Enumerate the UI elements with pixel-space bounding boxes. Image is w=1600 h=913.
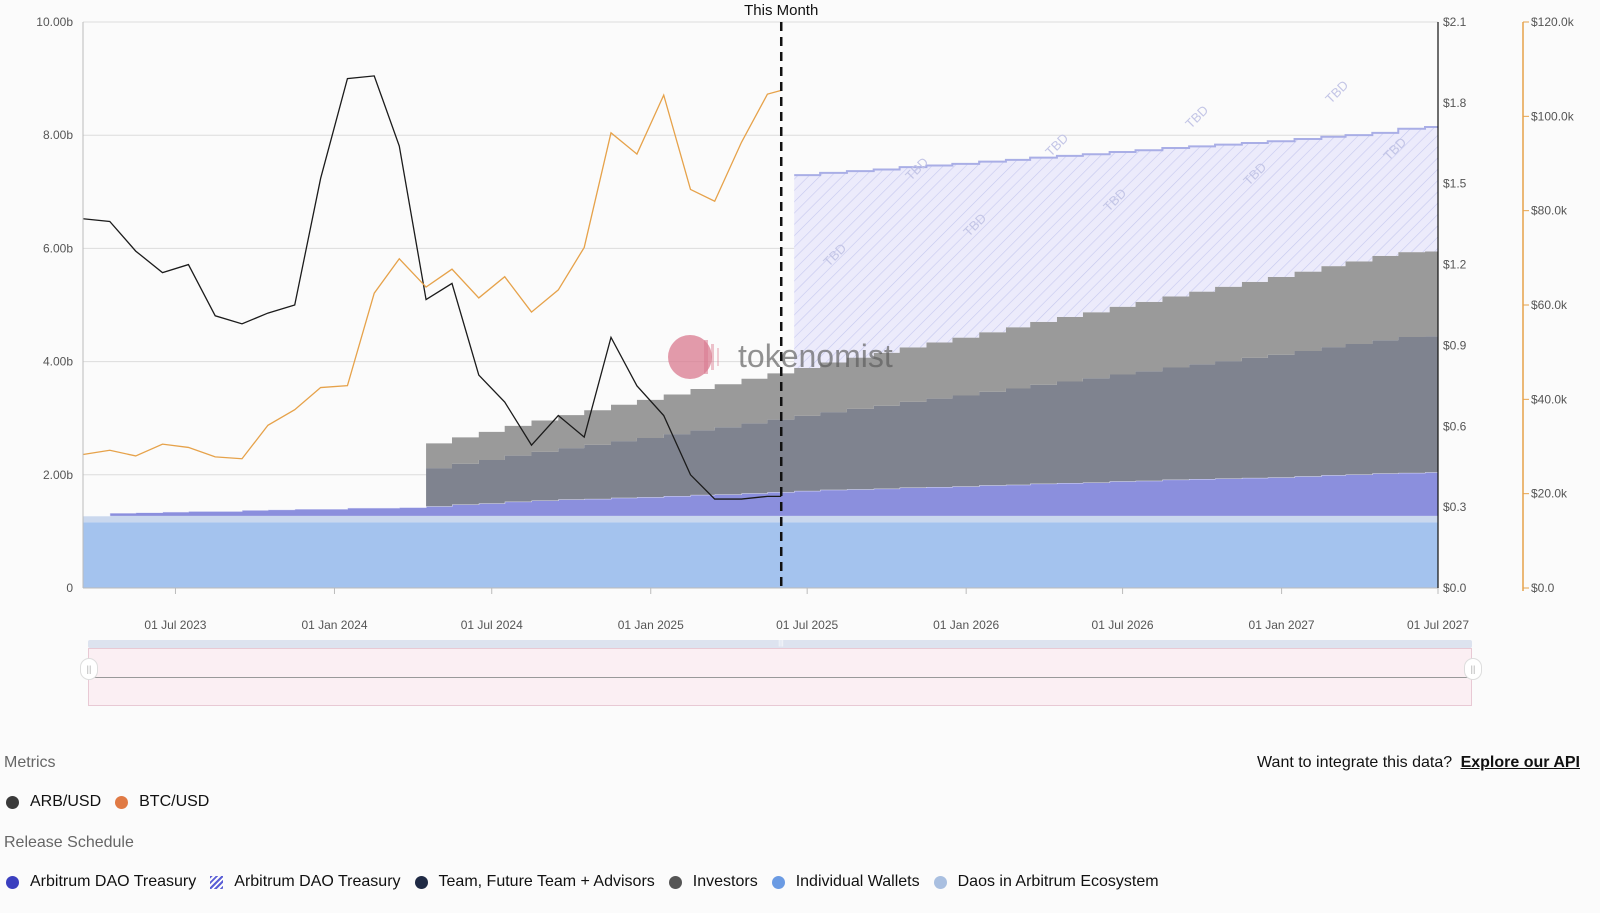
x-tick-label: 01 Jan 2025 bbox=[618, 618, 684, 632]
legend-item-daos-ecosystem[interactable]: Daos in Arbitrum Ecosystem bbox=[933, 873, 1159, 891]
y-left-tick-label: 0 bbox=[66, 581, 73, 595]
watermark-text: tokenomist bbox=[738, 338, 893, 374]
y-left-tick-label: 10.00b bbox=[36, 15, 73, 29]
y-left-tick-label: 4.00b bbox=[43, 355, 73, 369]
tbd-label: TBD bbox=[1182, 102, 1211, 131]
legend-item-team[interactable]: Team, Future Team + Advisors bbox=[414, 873, 655, 891]
area-dao-treasury-tbd bbox=[83, 126, 1438, 516]
y-btc-tick-label: $120.0k bbox=[1531, 15, 1575, 29]
legend-item-dao-treasury-tbd[interactable]: Arbitrum DAO Treasury bbox=[210, 873, 401, 891]
y-btc-tick-label: $100.0k bbox=[1531, 109, 1575, 123]
axes: 0 2.00b 4.00b 6.00b 8.00b 10.00b $0.0 $0.3 $0.6 $… bbox=[36, 15, 1574, 632]
investors-dot-icon bbox=[668, 875, 682, 889]
this-month-marker: This Month bbox=[744, 2, 818, 588]
navigator-series-line bbox=[89, 677, 1471, 678]
legend-label: Arbitrum DAO Treasury bbox=[30, 873, 197, 890]
arb-usd-line bbox=[82, 75, 782, 500]
legend-item-individual-wallets[interactable]: Individual Wallets bbox=[771, 873, 920, 891]
y-price-tick-label: $1.8 bbox=[1443, 96, 1467, 110]
navigator-scrollbar[interactable]: ||| bbox=[88, 640, 1472, 648]
tbd-staircase-outline bbox=[794, 125, 1438, 177]
y-price-tick-label: $0.6 bbox=[1443, 419, 1467, 433]
x-tick-label: 01 Jan 2024 bbox=[301, 618, 367, 632]
release-schedule-title: Release Schedule bbox=[4, 834, 134, 851]
navigator-left-handle[interactable]: || bbox=[80, 658, 98, 680]
tbd-label: TBD bbox=[1322, 77, 1351, 106]
range-navigator[interactable]: ||| || || bbox=[78, 640, 1484, 710]
metrics-title: Metrics bbox=[4, 754, 56, 771]
navigator-right-handle[interactable]: || bbox=[1464, 658, 1482, 680]
legend-label: Team, Future Team + Advisors bbox=[438, 873, 655, 890]
y-btc-tick-label: $80.0k bbox=[1531, 204, 1568, 218]
y-left-tick-label: 8.00b bbox=[43, 128, 73, 142]
legend-item-dao-treasury[interactable]: Arbitrum DAO Treasury bbox=[6, 873, 196, 891]
y-btc-tick-label: $40.0k bbox=[1531, 392, 1568, 406]
metrics-legend: ARB/USD BTC/USD bbox=[6, 793, 223, 811]
area-individual-wallets bbox=[83, 522, 1438, 588]
y-left-tick-label: 6.00b bbox=[43, 241, 73, 255]
legend-item-investors[interactable]: Investors bbox=[668, 873, 758, 891]
api-cta: Want to integrate this data? Explore our… bbox=[1257, 754, 1580, 772]
individual-wallets-dot-icon bbox=[771, 875, 785, 889]
btc-usd-dot-icon bbox=[115, 795, 129, 809]
daos-ecosystem-dot-icon bbox=[933, 875, 947, 889]
y-price-tick-label: $0.3 bbox=[1443, 500, 1467, 514]
y-btc-tick-label: $0.0 bbox=[1531, 581, 1555, 595]
area-team-advisors bbox=[83, 336, 1438, 516]
watermark: tokenomist bbox=[668, 335, 893, 379]
x-tick-label: 01 Jul 2027 bbox=[1407, 618, 1469, 632]
legend-label: Arbitrum DAO Treasury bbox=[234, 873, 401, 890]
area-investors bbox=[83, 251, 1438, 516]
x-tick-label: 01 Jan 2027 bbox=[1249, 618, 1315, 632]
x-tick-label: 01 Jan 2026 bbox=[933, 618, 999, 632]
y-btc-tick-label: $60.0k bbox=[1531, 298, 1568, 312]
area-daos-ecosystem bbox=[83, 515, 1438, 523]
release-schedule-legend: Arbitrum DAO Treasury Arbitrum DAO Treas… bbox=[6, 873, 1173, 891]
x-tick-label: 01 Jul 2023 bbox=[144, 618, 206, 632]
y-price-tick-label: $1.5 bbox=[1443, 177, 1467, 191]
team-dot-icon bbox=[414, 875, 428, 889]
navigator-grip-icon[interactable]: ||| bbox=[778, 640, 784, 647]
x-tick-label: 01 Jul 2024 bbox=[461, 618, 523, 632]
area-dao-treasury bbox=[83, 472, 1438, 516]
legend-label: Daos in Arbitrum Ecosystem bbox=[957, 873, 1159, 890]
api-prompt: Want to integrate this data? bbox=[1257, 754, 1453, 771]
navigator-window[interactable] bbox=[88, 648, 1472, 706]
y-price-tick-label: $1.2 bbox=[1443, 258, 1467, 272]
arb-usd-dot-icon bbox=[6, 795, 19, 809]
legend-label: Individual Wallets bbox=[795, 873, 920, 890]
y-left-tick-label: 2.00b bbox=[43, 468, 73, 482]
legend-item-arb-usd[interactable]: ARB/USD bbox=[6, 793, 101, 811]
x-tick-label: 01 Jul 2025 bbox=[776, 618, 838, 632]
this-month-label: This Month bbox=[744, 2, 818, 19]
explore-api-link[interactable]: Explore our API bbox=[1460, 754, 1580, 771]
btc-usd-line bbox=[82, 89, 782, 460]
y-price-tick-label: $2.1 bbox=[1443, 15, 1467, 29]
legend-item-btc-usd[interactable]: BTC/USD bbox=[115, 793, 209, 811]
legend-label: ARB/USD bbox=[30, 793, 102, 810]
dao-treasury-hatch-icon bbox=[210, 875, 224, 889]
x-tick-label: 01 Jul 2026 bbox=[1092, 618, 1154, 632]
y-btc-tick-label: $20.0k bbox=[1531, 487, 1568, 501]
legend-label: Investors bbox=[692, 873, 758, 890]
dao-treasury-dot-icon bbox=[6, 875, 19, 889]
vesting-chart: TBD TBD TBD TBD TBD TBD TBD TBD TBD tokenomist 0… bbox=[36, 2, 1574, 632]
watermark-logo-icon bbox=[668, 335, 712, 379]
price-lines bbox=[82, 75, 782, 500]
y-price-tick-label: $0.9 bbox=[1443, 338, 1467, 352]
y-price-tick-label: $0.0 bbox=[1443, 581, 1467, 595]
legend-label: BTC/USD bbox=[139, 793, 210, 810]
